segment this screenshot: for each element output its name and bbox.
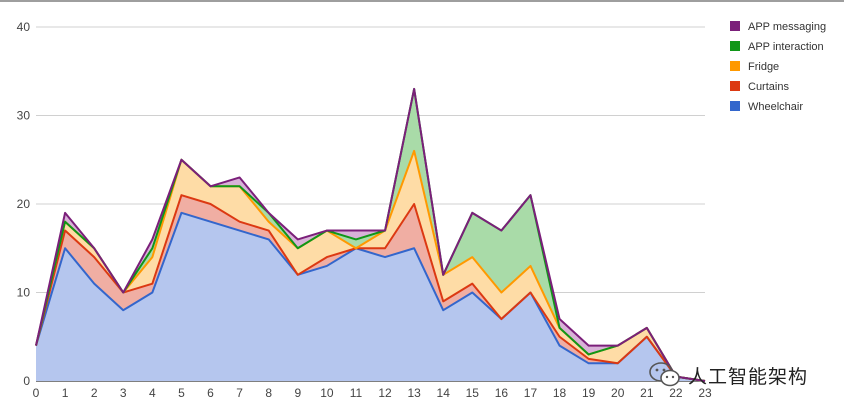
x-tick-label: 1 [62,386,69,400]
y-tick-label: 30 [17,109,31,123]
x-tick-label: 11 [350,386,363,400]
x-tick-label: 2 [91,386,98,400]
x-tick-label: 20 [611,386,625,400]
legend-swatch-app-interaction [730,41,740,51]
x-tick-label: 15 [466,386,480,400]
x-axis-ticks: 0 1 2 3 4 5 6 7 8 9 10 11 12 13 14 15 16 17 18 19 20 21 22 23 [33,386,712,400]
y-tick-label: 0 [23,374,30,388]
line-app-interaction [35,87,706,382]
legend-swatch-app-messaging [730,21,740,31]
wechat-icon [649,362,680,387]
x-tick-label: 4 [149,386,156,400]
x-tick-label: 21 [640,386,654,400]
legend-swatch-fridge [730,61,740,71]
x-tick-label: 9 [294,386,301,400]
y-tick-label: 10 [17,286,31,300]
x-tick-label: 7 [236,386,243,400]
legend-swatch-wheelchair [730,101,740,111]
legend-swatch-curtains [730,81,740,91]
line-wheelchair [35,211,706,382]
watermark: 人工智能架构 [648,360,838,390]
x-tick-label: 5 [178,386,185,400]
x-tick-label: 23 [698,386,712,400]
line-curtains [35,194,706,382]
x-tick-label: 17 [524,386,538,400]
watermark-text: 人工智能架构 [688,365,809,388]
x-tick-label: 0 [33,386,40,400]
legend-label-curtains: Curtains [748,81,789,93]
x-tick-label: 3 [120,386,127,400]
line-app-messaging [35,87,706,382]
x-tick-label: 18 [553,386,567,400]
x-tick-label: 13 [407,386,421,400]
legend-label-fridge: Fridge [748,61,779,73]
x-tick-label: 19 [582,386,596,400]
x-tick-label: 14 [437,386,451,400]
top-border [0,0,844,2]
x-tick-label: 12 [378,386,392,400]
series-lines [35,87,706,382]
y-tick-label: 20 [17,197,31,211]
area-wheelchair [36,212,705,381]
x-tick-label: 6 [207,386,214,400]
x-tick-label: 16 [495,386,509,400]
legend-label-app-interaction: APP interaction [748,41,824,53]
y-axis-ticks: 0 10 20 30 40 [17,20,31,388]
legend-label-wheelchair: Wheelchair [748,101,803,113]
x-tick-label: 22 [669,386,683,400]
x-tick-label: 8 [265,386,272,400]
x-tick-label: 10 [320,386,334,400]
y-tick-label: 40 [17,20,31,34]
legend-label-app-messaging: APP messaging [748,21,826,33]
legend: APP messaging APP interaction Fridge Curtai… [730,21,826,113]
